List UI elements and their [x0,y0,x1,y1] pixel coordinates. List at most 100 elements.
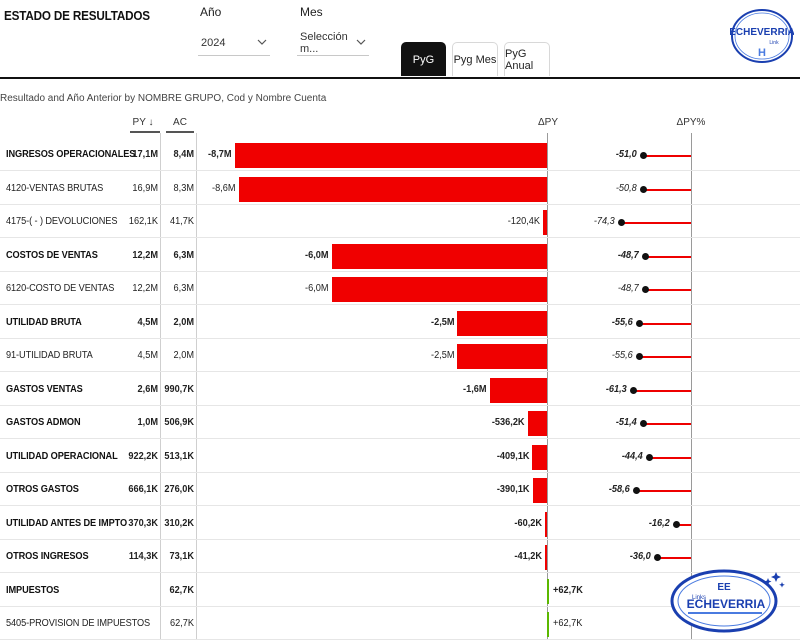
table-row[interactable]: UTILIDAD BRUTA 4,5M 2,0M -2,5M -55,6 [0,306,800,339]
delta-pct-dot[interactable] [630,386,638,394]
row-ac-value: 506,9K [164,417,194,428]
row-account-name: UTILIDAD OPERACIONAL [6,450,118,462]
delta-pct-label: -61,3 [606,383,628,395]
row-ac-value: 73,1K [169,551,194,562]
row-divider [0,438,800,439]
delta-pct-label: -50,8 [616,182,638,194]
table-row[interactable]: OTROS GASTOS 666,1K 276,0K -390,1K -58,6 [0,473,800,506]
delta-bar-positive[interactable] [547,578,549,604]
row-ac-value: 8,3M [173,182,194,194]
table-row[interactable]: UTILIDAD OPERACIONAL 922,2K 513,1K -409,1K -… [0,440,800,473]
row-ac-value: 62,7K [169,584,194,596]
delta-bar-label: -409,1K [496,450,530,462]
row-py-value: 16,9M [132,182,158,194]
delta-pct-label: -51,4 [615,417,637,428]
delta-bar-negative[interactable] [238,176,547,202]
row-account-name: COSTOS DE VENTAS [6,249,98,261]
row-py-value: 2,6M [137,383,158,395]
row-divider [0,337,800,339]
delta-pct-dot[interactable] [639,420,647,427]
table-row[interactable]: 91-UTILIDAD BRUTA 4,5M 2,0M -2,5M -55,6 [0,339,800,372]
row-ac-value: 990,7K [164,383,194,395]
row-account-name: GASTOS VENTAS [6,383,83,395]
py-header-underline [130,131,160,133]
delta-pct-dot[interactable] [654,554,662,561]
row-account-name: IMPUESTOS [6,584,60,596]
delta-bar-negative[interactable] [545,545,547,570]
row-divider [0,538,800,540]
column-divider [196,133,197,640]
delta-bar-label: -60,2K [514,517,542,529]
month-filter-dropdown[interactable]: Selección m... [297,30,369,56]
delta-pct-stem [642,155,691,157]
row-account-name: 5405-PROVISION DE IMPUESTOS [6,618,151,629]
delta-bar-negative[interactable] [532,444,547,470]
delta-pct-stem [657,557,691,559]
delta-pct-stem [638,322,691,325]
page-title: ESTADO DE RESULTADOS [4,8,150,23]
delta-pct-dot[interactable] [646,453,654,461]
delta-pct-dot[interactable] [640,185,648,193]
tab-pyg-anual[interactable]: PyG Anual [504,42,550,76]
chevron-down-icon [356,39,366,45]
delta-pct-dot[interactable] [639,152,647,159]
logo-top-sub: Link [769,40,779,46]
row-py-value: 922,2K [128,450,158,462]
delta-bar-negative[interactable] [235,143,547,168]
table-row[interactable]: IMPUESTOS 62,7K +62,7K [0,574,800,607]
row-account-name: 4175-( - ) DEVOLUCIONES [6,216,118,227]
table-row[interactable]: OTROS INGRESOS 114,3K 73,1K -41,2K -36,0 [0,540,800,573]
delta-bar-label: -41,2K [514,551,542,562]
delta-bar-label: -6,0M [305,249,329,261]
row-account-name: 6120-COSTO DE VENTAS [6,283,115,294]
delta-bar-label: -8,6M [212,182,236,194]
delta-bar-negative[interactable] [542,210,547,235]
row-account-name: UTILIDAD BRUTA [6,316,82,328]
row-ac-value: 310,2K [164,517,194,529]
delta-pct-dot[interactable] [672,520,680,528]
delta-bar-label: +62,7K [553,618,583,629]
table-row[interactable]: 6120-COSTO DE VENTAS 12,2M 6,3M -6,0M -48,7 [0,272,800,305]
delta-bar-positive[interactable] [547,612,549,637]
delta-pct-dot[interactable] [642,252,650,260]
row-ac-value: 6,3M [173,283,194,294]
table-row[interactable]: UTILIDAD ANTES DE IMPTO 370,3K 310,2K -60,2… [0,507,800,540]
table-row[interactable]: INGRESOS OPERACIONALES 17,1M 8,4M -8,7M -51,… [0,138,800,171]
delta-axis [547,133,548,640]
column-header-py[interactable]: PY ↓ [132,117,154,128]
delta-bar-negative[interactable] [533,478,547,503]
delta-bar-negative[interactable] [457,344,547,369]
delta-bar-negative[interactable] [527,411,547,436]
delta-bar-negative[interactable] [489,377,547,403]
delta-bar-negative[interactable] [544,511,547,537]
table-row[interactable]: COSTOS DE VENTAS 12,2M 6,3M -6,0M -48,7 [0,239,800,272]
delta-bar-negative[interactable] [331,243,547,269]
row-divider [0,371,800,372]
delta-bar-label: -6,0M [305,283,329,294]
tab-pyg-mes[interactable]: Pyg Mes [452,42,498,76]
delta-pct-dot[interactable] [635,353,643,360]
delta-pct-dot[interactable] [618,219,625,226]
delta-pct-stem [635,490,691,492]
year-filter-dropdown[interactable]: 2024 [198,30,270,56]
tab-pyg[interactable]: PyG [401,42,446,76]
row-py-value: 12,2M [132,249,158,261]
row-ac-value: 2,0M [173,350,194,361]
table-row[interactable]: 4175-( - ) DEVOLUCIONES 162,1K 41,7K -120,4… [0,205,800,238]
row-divider [0,304,800,305]
delta-pct-dot[interactable] [642,286,650,293]
row-account-name: GASTOS ADMON [6,417,81,428]
delta-pct-label: -48,7 [618,283,640,294]
delta-pct-label: -48,7 [618,249,640,261]
delta-bar-negative[interactable] [331,277,547,302]
row-divider [0,237,800,238]
column-header-ac[interactable]: AC [173,117,187,128]
delta-pct-stem [645,255,691,258]
table-row[interactable]: 4120-VENTAS BRUTAS 16,9M 8,3M -8,6M -50,8 [0,172,800,205]
table-row[interactable]: GASTOS ADMON 1,0M 506,9K -536,2K -51,4 [0,406,800,439]
delta-pct-dot[interactable] [632,487,640,494]
delta-pct-dot[interactable] [635,319,643,327]
table-row[interactable]: GASTOS VENTAS 2,6M 990,7K -1,6M -61,3 [0,373,800,406]
row-ac-value: 8,4M [173,149,194,160]
delta-bar-negative[interactable] [457,310,547,336]
